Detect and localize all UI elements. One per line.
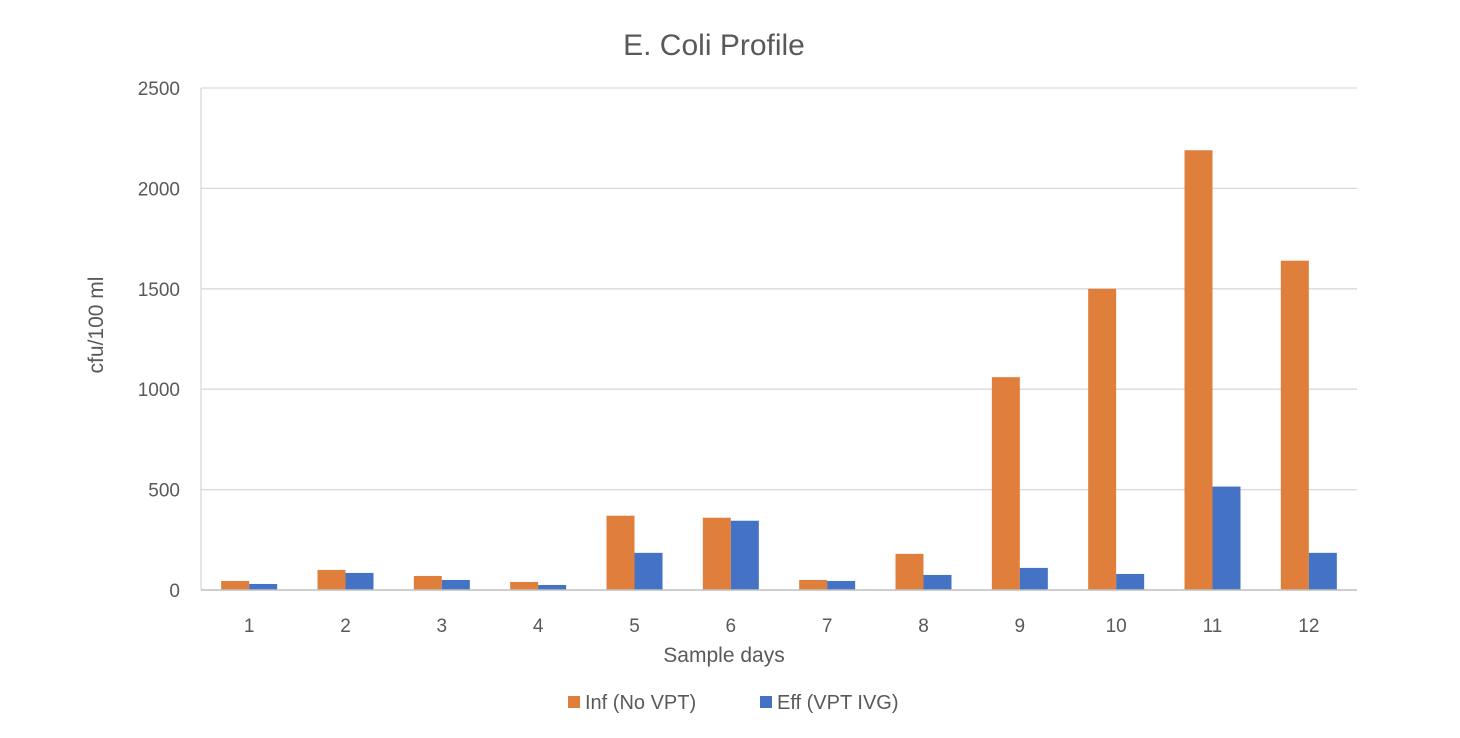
x-tick-label: 10 <box>1106 616 1127 637</box>
x-axis-label: Sample days <box>663 644 784 667</box>
bar-eff-day-8 <box>923 574 952 590</box>
legend: Inf (No VPT) Eff (VPT IVG) <box>568 692 899 714</box>
x-tick-label: 9 <box>1015 616 1026 637</box>
legend-swatch-inf <box>568 696 580 708</box>
x-tick-label: 8 <box>918 616 929 637</box>
bar-inf-day-5 <box>606 515 635 590</box>
bars <box>221 150 1337 591</box>
bar-eff-day-1 <box>249 583 278 590</box>
bar-eff-day-7 <box>827 580 856 590</box>
y-tick-label: 0 <box>169 581 180 602</box>
bar-inf-day-6 <box>702 517 731 590</box>
bar-inf-day-8 <box>895 553 924 590</box>
y-tick-label: 1000 <box>138 380 180 401</box>
y-tick-label: 1500 <box>138 280 180 301</box>
x-tick-label: 4 <box>533 616 544 637</box>
x-tick-label: 2 <box>340 616 351 637</box>
x-tick-label: 5 <box>629 616 640 637</box>
x-tick-label: 12 <box>1298 616 1319 637</box>
y-axis-label: cfu/100 ml <box>85 277 108 374</box>
x-tick-label: 3 <box>437 616 448 637</box>
legend-swatch-eff <box>760 696 772 708</box>
bar-inf-day-3 <box>413 575 442 590</box>
x-tick-label: 7 <box>822 616 833 637</box>
legend-label-inf: Inf (No VPT) <box>585 692 696 714</box>
bar-eff-day-11 <box>1212 486 1241 590</box>
bar-inf-day-2 <box>317 569 346 590</box>
bar-eff-day-2 <box>345 572 374 590</box>
x-tick-label: 1 <box>244 616 255 637</box>
bar-eff-day-10 <box>1116 573 1145 590</box>
bar-inf-day-11 <box>1184 150 1213 591</box>
y-tick-label: 2000 <box>138 179 180 200</box>
bar-inf-day-4 <box>510 581 539 590</box>
x-tick-label: 11 <box>1203 616 1223 637</box>
y-tick-label: 2500 <box>138 79 180 100</box>
legend-label-eff: Eff (VPT IVG) <box>777 692 899 714</box>
x-tick-label: 6 <box>726 616 737 637</box>
bar-inf-day-9 <box>991 377 1020 590</box>
bar-eff-day-12 <box>1308 552 1337 590</box>
bar-inf-day-12 <box>1280 260 1309 590</box>
bar-inf-day-7 <box>799 579 828 590</box>
bar-eff-day-4 <box>538 584 567 590</box>
bar-inf-day-1 <box>221 580 250 590</box>
bar-eff-day-5 <box>634 552 663 590</box>
chart-title: E. Coli Profile <box>623 29 805 62</box>
y-tick-label: 500 <box>148 481 180 502</box>
bar-inf-day-10 <box>1088 288 1117 590</box>
bar-eff-day-6 <box>730 520 759 590</box>
bar-eff-day-9 <box>1019 567 1048 590</box>
bar-eff-day-3 <box>441 579 470 590</box>
gridlines <box>201 87 1357 491</box>
